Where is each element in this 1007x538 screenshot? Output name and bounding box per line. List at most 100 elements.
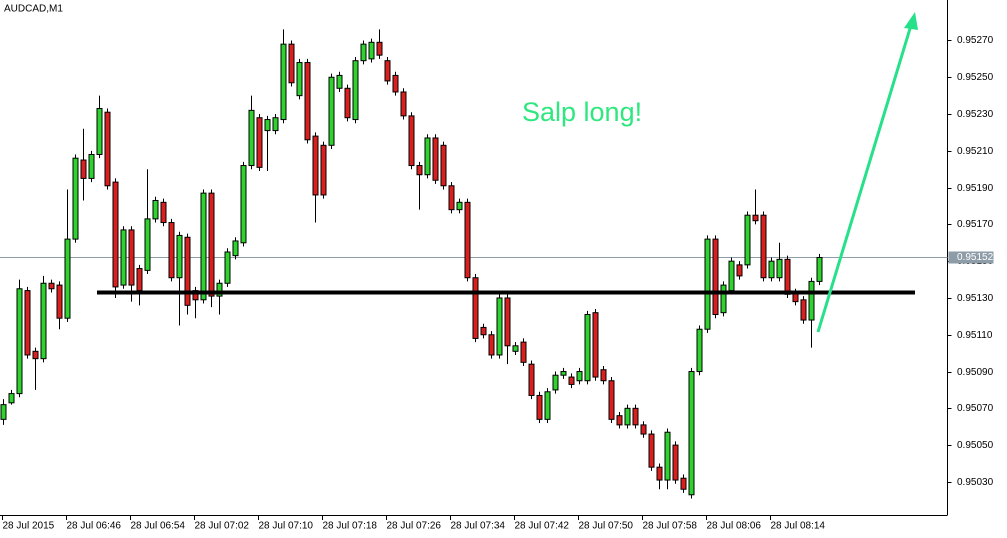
y-tick-label: 0.95050 bbox=[957, 440, 994, 451]
candle-body bbox=[288, 43, 295, 84]
candle-body bbox=[640, 424, 647, 435]
candle-body bbox=[384, 60, 391, 82]
x-tick-label: 28 Jul 07:26 bbox=[387, 521, 442, 532]
y-tick-label: 0.95130 bbox=[957, 293, 994, 304]
x-tick-label: 28 Jul 07:02 bbox=[195, 521, 250, 532]
x-tick-label: 28 Jul 07:42 bbox=[515, 521, 570, 532]
candle-body bbox=[808, 280, 815, 321]
candle-body bbox=[704, 238, 711, 330]
x-tick-label: 28 Jul 07:10 bbox=[259, 521, 314, 532]
candle-body bbox=[376, 41, 383, 56]
candle-body bbox=[584, 314, 591, 382]
y-tick-label: 0.95230 bbox=[957, 109, 994, 120]
x-tick-label: 28 Jul 2015 bbox=[3, 521, 55, 532]
candle-body bbox=[328, 76, 335, 146]
candle-body bbox=[432, 137, 439, 181]
candle-body bbox=[88, 154, 95, 179]
candle-body bbox=[272, 117, 279, 132]
candle-body bbox=[744, 214, 751, 266]
candle-body bbox=[736, 264, 743, 277]
x-tick-label: 28 Jul 08:06 bbox=[707, 521, 762, 532]
arrow-head bbox=[904, 12, 918, 30]
candle-body bbox=[184, 236, 191, 306]
candle-body bbox=[264, 119, 271, 132]
candle-body bbox=[784, 258, 791, 295]
candle-body bbox=[480, 326, 487, 336]
candle-body bbox=[128, 229, 135, 286]
candle-body bbox=[304, 62, 311, 141]
candle-body bbox=[56, 284, 63, 319]
candle-body bbox=[576, 371, 583, 382]
candle-body bbox=[344, 87, 351, 119]
candle-body bbox=[720, 284, 727, 314]
candle-body bbox=[456, 201, 463, 211]
candle-body bbox=[672, 444, 679, 481]
candle-body bbox=[168, 222, 175, 279]
candle-body bbox=[200, 192, 207, 301]
candle-body bbox=[208, 192, 215, 297]
x-tick-label: 28 Jul 07:58 bbox=[643, 521, 698, 532]
candle-body bbox=[24, 290, 31, 356]
annotation: Salp long! bbox=[522, 97, 642, 127]
current-price-box bbox=[948, 251, 994, 264]
candle-body bbox=[152, 199, 159, 220]
candle-body bbox=[320, 144, 327, 196]
candle-body bbox=[536, 394, 543, 420]
candle-body bbox=[560, 371, 567, 376]
x-tick-label: 28 Jul 07:34 bbox=[451, 521, 506, 532]
candle-body bbox=[352, 60, 359, 121]
candle-body bbox=[32, 350, 39, 360]
candle-body bbox=[408, 115, 415, 167]
candle-body bbox=[712, 238, 719, 316]
candle-body bbox=[728, 260, 735, 292]
candle-body bbox=[296, 62, 303, 97]
candle-body bbox=[416, 165, 423, 176]
candle-body bbox=[104, 111, 111, 187]
candle-body bbox=[256, 117, 263, 168]
x-tick-label: 28 Jul 06:54 bbox=[131, 521, 186, 532]
x-tick-label: 28 Jul 08:14 bbox=[771, 521, 826, 532]
candle-body bbox=[160, 201, 167, 224]
candle-body bbox=[600, 369, 607, 382]
y-tick-label: 0.95110 bbox=[957, 330, 993, 341]
candle-body bbox=[648, 433, 655, 468]
y-tick-label: 0.95070 bbox=[957, 403, 994, 414]
candle-body bbox=[568, 376, 575, 385]
candle-body bbox=[664, 431, 671, 481]
candle-body bbox=[448, 185, 455, 211]
candle-body bbox=[336, 74, 343, 89]
candle-body bbox=[464, 201, 471, 279]
candle-body bbox=[496, 297, 503, 356]
arrow bbox=[816, 12, 918, 333]
candle-body bbox=[72, 157, 79, 240]
candle-body bbox=[112, 181, 119, 288]
chart-title: AUDCAD,M1 bbox=[4, 4, 63, 15]
candle-body bbox=[528, 363, 535, 396]
candle-body bbox=[616, 415, 623, 426]
candle-body bbox=[64, 238, 71, 319]
candle-body bbox=[520, 341, 527, 363]
candle-body bbox=[512, 345, 519, 352]
candle-body bbox=[440, 144, 447, 187]
y-tick-label: 0.95030 bbox=[957, 477, 994, 488]
y-tick-label: 0.95270 bbox=[957, 35, 994, 46]
candle-body bbox=[544, 391, 551, 420]
candle-body bbox=[96, 108, 103, 156]
candle-body bbox=[232, 240, 239, 257]
candle-body bbox=[120, 229, 127, 286]
candle-body bbox=[360, 43, 367, 62]
current-price-label: 0.95152 bbox=[957, 252, 994, 263]
candle-body bbox=[176, 234, 183, 279]
candle-body bbox=[752, 214, 759, 222]
candle-body bbox=[696, 328, 703, 373]
candle-body bbox=[392, 74, 399, 93]
candle-body bbox=[656, 466, 663, 481]
candle-body bbox=[504, 297, 511, 347]
candle-body bbox=[608, 380, 615, 420]
candle-body bbox=[680, 477, 687, 490]
x-tick-label: 28 Jul 07:18 bbox=[323, 521, 378, 532]
candle-body bbox=[592, 312, 599, 378]
y-tick-label: 0.95090 bbox=[957, 367, 994, 378]
